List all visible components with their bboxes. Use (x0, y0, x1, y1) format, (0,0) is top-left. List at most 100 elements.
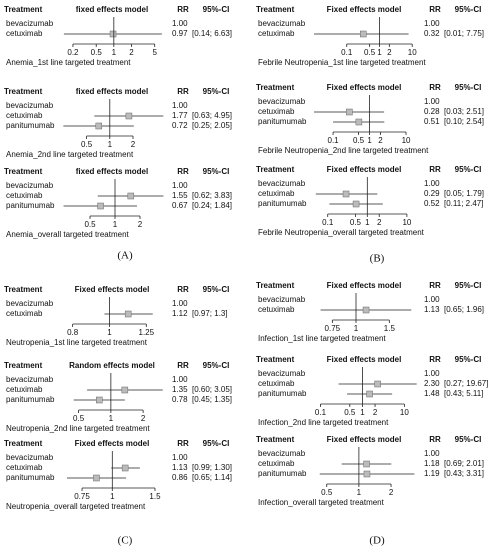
rr-box (352, 200, 360, 208)
rr-box (124, 310, 132, 318)
chart-title: Neutropenia_overall targeted treatment (6, 502, 146, 511)
treatment-label: cetuximab (258, 379, 295, 388)
rr-box (363, 470, 371, 478)
rr-box (355, 118, 363, 126)
x-tick-label: 0.5 (364, 48, 376, 57)
ci-label: [0.24; 1.84] (192, 201, 232, 210)
x-tick-label: 0.8 (67, 328, 79, 337)
column-header: RR (429, 83, 441, 92)
x-tick-label: 0.1 (315, 408, 327, 417)
x-tick-label: 0.5 (321, 488, 333, 497)
x-tick-label: 1 (357, 488, 362, 497)
treatment-label: cetuximab (6, 29, 43, 38)
x-tick-label: 10 (402, 218, 411, 227)
model-header: fixed effects model (76, 5, 148, 14)
x-tick-label: 2 (389, 488, 394, 497)
rr-label: 1.00 (172, 453, 188, 462)
rr-box (125, 112, 133, 120)
column-header: Treatment (4, 5, 43, 14)
rr-label: 1.13 (424, 305, 440, 314)
rr-box (121, 464, 129, 472)
column-header: 95%-CI (455, 281, 482, 290)
rr-box (121, 386, 129, 394)
treatment-label: cetuximab (6, 111, 43, 120)
rr-label: 1.00 (172, 299, 188, 308)
rr-box (362, 306, 370, 314)
rr-label: 1.00 (424, 97, 440, 106)
treatment-label: bevacizumab (258, 97, 306, 106)
ci-label: [0.62; 3.83] (192, 191, 232, 200)
column-header: RR (177, 5, 189, 14)
panel-label: (D) (369, 535, 385, 547)
x-tick-label: 1 (377, 48, 382, 57)
rr-label: 1.48 (424, 389, 440, 398)
model-header: Fixed effects model (327, 281, 402, 290)
ci-label: [0.14; 6.63] (192, 29, 232, 38)
rr-label: 0.72 (172, 121, 188, 130)
column-header: RR (177, 361, 189, 370)
rr-box (363, 460, 370, 468)
chart-title: Neutropenia_2nd line targeted treatment (6, 424, 150, 433)
ci-label: [0.43; 5.11] (444, 389, 483, 398)
rr-label: 1.19 (424, 469, 440, 478)
column-header: RR (429, 355, 441, 364)
rr-label: 1.13 (172, 463, 188, 472)
rr-box (95, 122, 103, 130)
treatment-label: bevacizumab (258, 295, 306, 304)
rr-label: 0.32 (424, 29, 440, 38)
rr-label: 1.00 (424, 295, 440, 304)
rr-label: 0.97 (172, 29, 188, 38)
column-header: Treatment (256, 83, 295, 92)
x-tick-label: 1 (113, 220, 118, 229)
rr-box (366, 390, 373, 398)
column-header: Treatment (256, 281, 295, 290)
column-header: Treatment (256, 165, 295, 174)
x-tick-label: 0.5 (81, 140, 93, 149)
model-header: Fixed effects model (75, 439, 150, 448)
chart-title: Anemia_2nd line targeted treatment (6, 150, 134, 159)
ci-label: [0.45; 1.35] (192, 395, 232, 404)
treatment-label: panitumumab (6, 201, 55, 210)
column-header: 95%-CI (203, 167, 230, 176)
rr-label: 0.29 (424, 189, 440, 198)
model-header: Fixed effects model (327, 5, 402, 14)
treatment-label: bevacizumab (6, 375, 54, 384)
model-header: Fixed effects model (327, 165, 402, 174)
treatment-label: panitumumab (258, 469, 307, 478)
treatment-label: panitumumab (258, 389, 307, 398)
x-tick-label: 2 (387, 48, 392, 57)
x-tick-label: 2 (138, 220, 143, 229)
rr-label: 2.30 (424, 379, 440, 388)
x-tick-label: 1 (110, 492, 115, 501)
rr-label: 1.00 (172, 181, 188, 190)
column-header: 95%-CI (455, 5, 482, 14)
treatment-label: cetuximab (6, 191, 43, 200)
chart-title: Anemia_overall targeted treatment (6, 230, 130, 239)
x-tick-label: 0.1 (322, 218, 334, 227)
rr-box (342, 190, 350, 198)
column-header: 95%-CI (455, 435, 482, 444)
x-tick-label: 2 (131, 140, 136, 149)
x-tick-label: 2 (373, 408, 378, 417)
column-header: RR (177, 87, 189, 96)
rr-box (97, 202, 104, 210)
x-tick-label: 5 (152, 48, 157, 57)
rr-label: 1.77 (172, 111, 188, 120)
treatment-label: panitumumab (6, 395, 55, 404)
x-tick-label: 1 (367, 136, 372, 145)
treatment-label: panitumumab (6, 121, 55, 130)
x-tick-label: 1 (365, 218, 370, 227)
column-header: Treatment (256, 355, 295, 364)
column-header: RR (177, 167, 189, 176)
rr-label: 0.51 (424, 117, 440, 126)
column-header: 95%-CI (203, 87, 230, 96)
treatment-label: bevacizumab (6, 453, 54, 462)
rr-label: 1.00 (424, 179, 440, 188)
rr-label: 1.00 (172, 375, 188, 384)
rr-label: 1.00 (172, 19, 188, 28)
column-header: Treatment (4, 285, 43, 294)
x-tick-label: 1 (360, 408, 365, 417)
treatment-label: cetuximab (258, 107, 295, 116)
chart-title: Neutropenia_1st line targeted treatment (6, 338, 148, 347)
rr-label: 1.55 (172, 191, 188, 200)
